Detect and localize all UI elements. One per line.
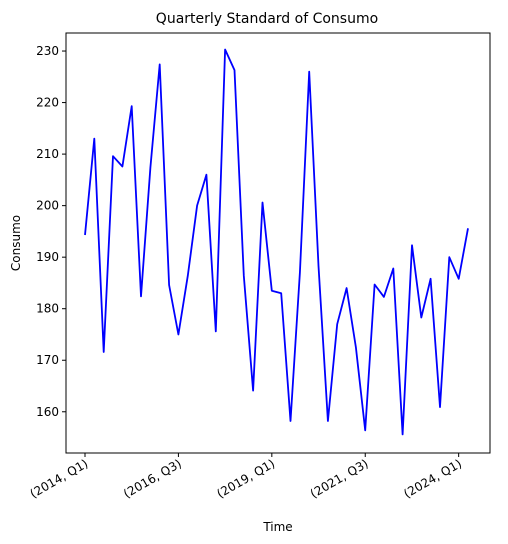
chart-title: Quarterly Standard of Consumo [156, 11, 378, 27]
y-tick-label: 190 [36, 250, 59, 264]
y-tick-label: 230 [36, 44, 59, 58]
y-tick-label: 200 [36, 199, 59, 213]
x-axis-label: Time [262, 520, 292, 534]
x-tick-label: (2016, Q3) [121, 456, 184, 500]
x-axis: (2014, Q1) (2016, Q3) (2019, Q1) (2021, Q3)… [28, 453, 464, 501]
y-axis: 160 170 180 190 200 210 220 230 [36, 44, 66, 419]
y-tick-label: 180 [36, 302, 59, 316]
x-tick-label: (2014, Q1) [28, 456, 91, 500]
series-line [84, 48, 469, 436]
x-tick-label: (2021, Q3) [308, 456, 371, 500]
x-tick-label: (2019, Q1) [214, 456, 277, 500]
plot-frame [65, 32, 491, 454]
y-tick-label: 210 [36, 147, 59, 161]
y-tick-label: 170 [36, 353, 59, 367]
y-tick-label: 160 [36, 405, 59, 419]
y-tick-label: 220 [36, 96, 59, 110]
x-tick-label: (2024, Q1) [401, 456, 464, 500]
y-axis-label: Consumo [9, 215, 23, 271]
